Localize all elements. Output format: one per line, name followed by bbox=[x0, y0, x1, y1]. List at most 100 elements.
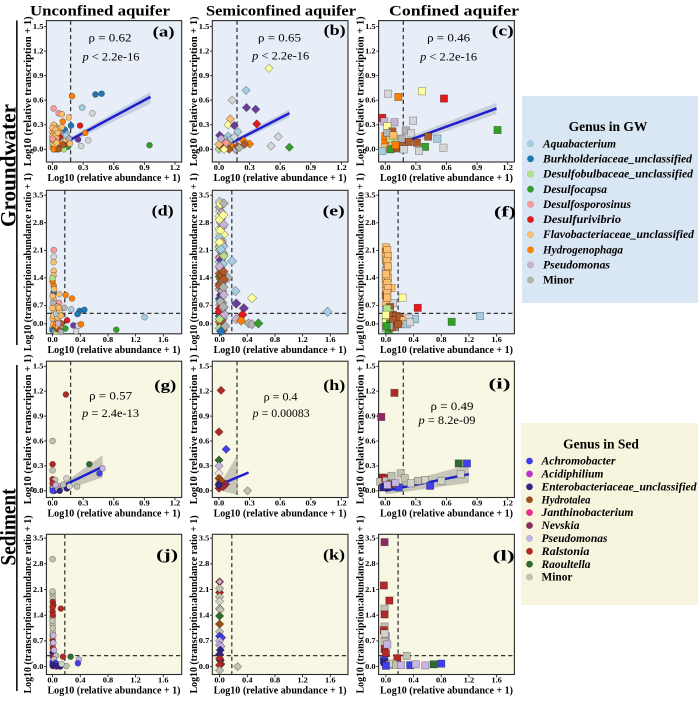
svg-text:0.0: 0.0 bbox=[365, 663, 376, 671]
svg-text:Log10 (transcription:abundance: Log10 (transcription:abundance ratio + 1… bbox=[189, 173, 200, 351]
svg-text:Semiconfined aquifer: Semiconfined aquifer bbox=[206, 4, 356, 20]
svg-text:Sediment: Sediment bbox=[0, 488, 20, 566]
svg-text:Log10 (transcription:abundance: Log10 (transcription:abundance ratio + 1… bbox=[355, 515, 366, 693]
svg-text:Genus in Sed: Genus in Sed bbox=[563, 437, 639, 452]
svg-text:0.4: 0.4 bbox=[75, 336, 86, 344]
svg-text:3.5: 3.5 bbox=[199, 534, 210, 542]
svg-text:2.8: 2.8 bbox=[199, 219, 210, 227]
svg-text:0.0: 0.0 bbox=[214, 336, 225, 344]
svg-text:0.0: 0.0 bbox=[199, 146, 210, 154]
svg-text:Aquabacterium: Aquabacterium bbox=[542, 138, 616, 150]
svg-text:Log10 (transcription:abundance: Log10 (transcription:abundance ratio + 1… bbox=[23, 173, 34, 351]
svg-text:Minor: Minor bbox=[542, 572, 573, 584]
svg-text:1.2: 1.2 bbox=[130, 336, 141, 344]
svg-text:Log10 (relative transcription: Log10 (relative transcription + 1) bbox=[355, 16, 366, 166]
svg-text:(c): (c) bbox=[492, 23, 514, 39]
svg-text:Desulfurivibrio: Desulfurivibrio bbox=[542, 214, 621, 226]
svg-text:Log10 (relative abundance + 1): Log10 (relative abundance + 1) bbox=[48, 686, 181, 697]
svg-text:0.6: 0.6 bbox=[441, 164, 452, 172]
svg-text:0.9: 0.9 bbox=[33, 412, 44, 420]
svg-text:0.6: 0.6 bbox=[33, 437, 44, 445]
svg-text:1.5: 1.5 bbox=[33, 23, 44, 31]
svg-text:Log10 (relative abundance + 1): Log10 (relative abundance + 1) bbox=[380, 173, 513, 184]
svg-text:1.5: 1.5 bbox=[365, 363, 376, 371]
svg-text:Desulfobulbaceae_unclassified: Desulfobulbaceae_unclassified bbox=[542, 169, 693, 181]
svg-text:0.3: 0.3 bbox=[33, 121, 44, 129]
svg-text:0.8: 0.8 bbox=[103, 677, 114, 685]
svg-text:0.8: 0.8 bbox=[270, 677, 281, 685]
svg-text:Log10 (relative transcription: Log10 (relative transcription + 1) bbox=[189, 16, 200, 166]
svg-text:0.0: 0.0 bbox=[33, 663, 44, 671]
svg-text:1.2: 1.2 bbox=[199, 47, 210, 55]
svg-text:Log10 (relative transcription: Log10 (relative transcription + 1) bbox=[189, 354, 200, 504]
svg-text:1.4: 1.4 bbox=[365, 274, 376, 282]
svg-text:p < 2.2e-16: p < 2.2e-16 bbox=[251, 51, 310, 63]
svg-text:1.2: 1.2 bbox=[297, 336, 308, 344]
svg-text:Ralstonia: Ralstonia bbox=[540, 546, 589, 558]
svg-text:0.8: 0.8 bbox=[436, 336, 447, 344]
svg-text:Burkholderiaceae_unclassified: Burkholderiaceae_unclassified bbox=[542, 153, 692, 165]
svg-text:0.6: 0.6 bbox=[199, 97, 210, 105]
svg-text:1.2: 1.2 bbox=[199, 388, 210, 396]
svg-text:0.4: 0.4 bbox=[242, 336, 253, 344]
svg-text:0.0: 0.0 bbox=[199, 320, 210, 328]
svg-text:p < 2.2e-16: p < 2.2e-16 bbox=[81, 52, 140, 64]
svg-text:Flavobacteriaceae_unclassified: Flavobacteriaceae_unclassified bbox=[542, 229, 694, 241]
svg-text:1.4: 1.4 bbox=[365, 612, 376, 620]
svg-text:1.2: 1.2 bbox=[336, 500, 347, 508]
svg-text:1.4: 1.4 bbox=[199, 612, 210, 620]
svg-text:0.9: 0.9 bbox=[306, 500, 317, 508]
svg-text:0.0: 0.0 bbox=[381, 677, 392, 685]
svg-text:0.8: 0.8 bbox=[103, 336, 114, 344]
svg-text:0.6: 0.6 bbox=[199, 437, 210, 445]
svg-text:1.2: 1.2 bbox=[464, 677, 475, 685]
svg-text:p = 2.4e-13: p = 2.4e-13 bbox=[81, 408, 140, 420]
svg-text:Hydrogenophaga: Hydrogenophaga bbox=[542, 244, 623, 256]
svg-text:2.1: 2.1 bbox=[33, 247, 44, 255]
svg-text:2.1: 2.1 bbox=[199, 586, 210, 594]
svg-text:0.0: 0.0 bbox=[380, 500, 391, 508]
svg-text:3.5: 3.5 bbox=[33, 534, 44, 542]
svg-text:0.9: 0.9 bbox=[199, 412, 210, 420]
svg-text:0.0: 0.0 bbox=[33, 146, 44, 154]
svg-text:0.3: 0.3 bbox=[411, 164, 422, 172]
svg-text:2.8: 2.8 bbox=[365, 560, 376, 568]
svg-text:0.3: 0.3 bbox=[199, 462, 210, 470]
svg-text:0.0: 0.0 bbox=[214, 500, 225, 508]
svg-text:0.3: 0.3 bbox=[78, 500, 89, 508]
svg-text:Unconfined aquifer: Unconfined aquifer bbox=[30, 4, 170, 20]
svg-text:p = 0.00083: p = 0.00083 bbox=[252, 408, 310, 420]
svg-text:2.1: 2.1 bbox=[365, 586, 376, 594]
svg-text:2.8: 2.8 bbox=[33, 560, 44, 568]
svg-text:ρ = 0.46: ρ = 0.46 bbox=[427, 33, 470, 45]
svg-text:ρ = 0.62: ρ = 0.62 bbox=[89, 33, 132, 45]
svg-text:0.0: 0.0 bbox=[214, 164, 225, 172]
svg-text:Log10 (relative transcription: Log10 (relative transcription + 1) bbox=[355, 354, 366, 504]
svg-text:2.8: 2.8 bbox=[365, 219, 376, 227]
svg-text:0.9: 0.9 bbox=[33, 72, 44, 80]
svg-text:3.5: 3.5 bbox=[365, 534, 376, 542]
svg-text:0.0: 0.0 bbox=[33, 487, 44, 495]
svg-text:Log10 (relative abundance + 1): Log10 (relative abundance + 1) bbox=[380, 509, 513, 520]
svg-text:0.6: 0.6 bbox=[33, 97, 44, 105]
svg-text:0.6: 0.6 bbox=[275, 500, 286, 508]
svg-text:0.0: 0.0 bbox=[33, 320, 44, 328]
svg-text:1.4: 1.4 bbox=[33, 274, 44, 282]
svg-text:p < 2.2e-16: p < 2.2e-16 bbox=[419, 52, 478, 64]
svg-text:Log10 (transcription:abundance: Log10 (transcription:abundance ratio + 1… bbox=[355, 173, 366, 351]
svg-text:0.7: 0.7 bbox=[365, 302, 376, 310]
svg-text:0.0: 0.0 bbox=[47, 336, 58, 344]
svg-text:ρ = 0.65: ρ = 0.65 bbox=[258, 33, 301, 45]
svg-text:1.6: 1.6 bbox=[158, 336, 169, 344]
svg-text:1.6: 1.6 bbox=[491, 677, 502, 685]
svg-text:Desulfosporosinus: Desulfosporosinus bbox=[542, 199, 632, 211]
svg-text:(g): (g) bbox=[154, 378, 176, 394]
svg-text:ρ = 0.57: ρ = 0.57 bbox=[89, 390, 132, 402]
svg-text:(a): (a) bbox=[153, 25, 175, 41]
svg-text:0.0: 0.0 bbox=[199, 663, 210, 671]
svg-text:Log10 (relative abundance + 1): Log10 (relative abundance + 1) bbox=[214, 173, 347, 184]
svg-text:0.3: 0.3 bbox=[78, 164, 89, 172]
svg-text:(l): (l) bbox=[493, 549, 515, 565]
svg-text:0.6: 0.6 bbox=[441, 500, 452, 508]
svg-text:0.0: 0.0 bbox=[47, 500, 58, 508]
